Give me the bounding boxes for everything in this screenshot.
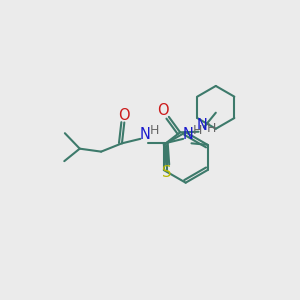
- Text: S: S: [161, 165, 171, 180]
- Text: N: N: [182, 127, 193, 142]
- Text: H: H: [207, 122, 217, 135]
- Text: H: H: [193, 124, 202, 137]
- Text: O: O: [118, 108, 130, 123]
- Text: H: H: [150, 124, 159, 137]
- Text: O: O: [158, 103, 169, 118]
- Text: N: N: [140, 127, 150, 142]
- Text: N: N: [197, 118, 208, 133]
